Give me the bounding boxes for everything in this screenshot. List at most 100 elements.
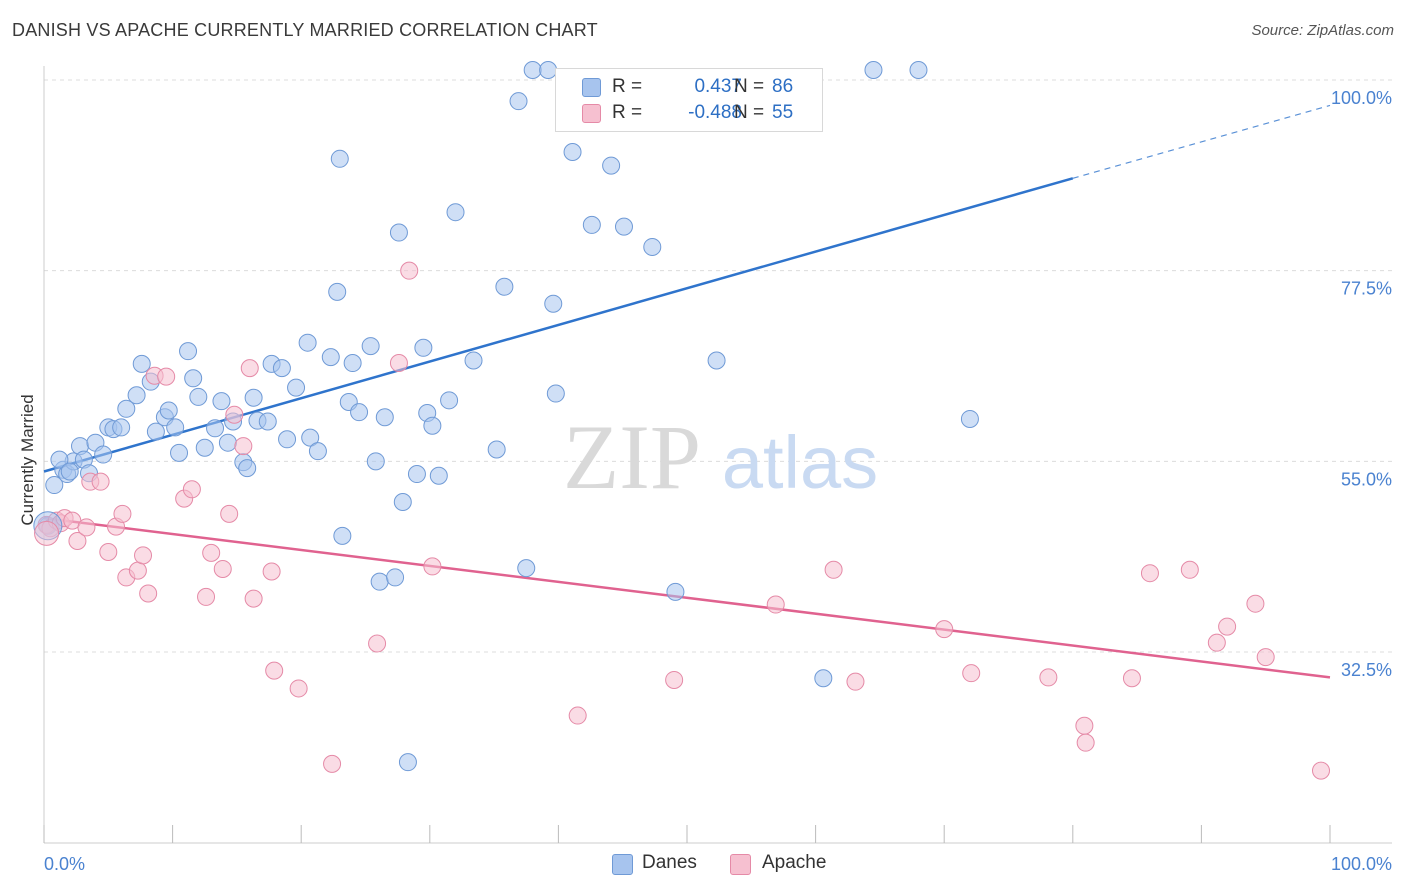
danes-point (298, 333, 317, 352)
apache-point (220, 504, 239, 523)
apache-trend-line (43, 516, 1331, 679)
apache-point (34, 520, 60, 546)
danes-point (509, 92, 528, 111)
apache-point (182, 480, 201, 499)
apache-point (128, 561, 147, 580)
apache-point (1039, 668, 1058, 687)
danes-point (464, 351, 483, 370)
danes-point (146, 422, 165, 441)
danes-point (563, 143, 582, 162)
danes-trend-line (43, 177, 1074, 473)
apache-point (766, 595, 785, 614)
danes-point (614, 217, 633, 236)
danes-point (523, 61, 542, 79)
danes-point (909, 61, 928, 79)
legend-label-danes: Danes (642, 852, 697, 873)
danes-point (244, 388, 263, 407)
apache-point (139, 584, 158, 603)
watermark-atlas: atlas (722, 421, 878, 504)
danes-point (370, 572, 389, 591)
apache-point (244, 589, 263, 608)
danes-point (170, 443, 189, 462)
danes-point (127, 386, 146, 405)
danes-point (707, 351, 726, 370)
danes-point (333, 526, 352, 545)
chart-title: DANISH VS APACHE CURRENTLY MARRIED CORRE… (12, 20, 598, 40)
apache-point (1122, 669, 1141, 688)
danes-point (132, 354, 151, 373)
apache-point (665, 670, 684, 689)
legend-swatch-danes (582, 78, 601, 97)
apache-point (265, 661, 284, 680)
danes-point (407, 465, 426, 484)
apache-point (824, 560, 843, 579)
danes-point (361, 337, 380, 356)
danes-point (386, 568, 405, 587)
y-tick-label: 77.5% (1341, 279, 1392, 299)
apache-point (134, 546, 153, 565)
apache-point (323, 754, 342, 773)
danes-point (308, 442, 327, 461)
danes-point (864, 61, 883, 79)
x-tick-label: 0.0% (44, 854, 85, 874)
danes-point (166, 418, 185, 437)
apache-point (91, 472, 110, 491)
apache-point (568, 706, 587, 725)
danes-point (602, 156, 621, 175)
danes-point (487, 440, 506, 459)
apache-point (113, 504, 132, 523)
legend-r-label: R = (612, 102, 643, 123)
legend-n-label: N = (734, 76, 765, 97)
apache-point (1140, 564, 1159, 583)
apache-point (1075, 716, 1094, 735)
apache-point (157, 367, 176, 386)
danes-point (389, 223, 408, 242)
apache-point (1180, 560, 1199, 579)
danes-point (544, 294, 563, 313)
danes-point (117, 399, 136, 418)
legend-swatch-apache (730, 854, 751, 875)
apache-point (423, 557, 442, 576)
danes-point (414, 338, 433, 357)
danes-point (375, 408, 394, 427)
danes-point (179, 342, 198, 361)
danes-point (278, 430, 297, 449)
danes-trend-extension (1072, 104, 1331, 179)
tick-labels: 32.5% 55.0% 77.5% 100.0% 0.0% 100.0% (44, 88, 1392, 874)
danes-point (60, 462, 79, 481)
x-tick-label: 100.0% (1331, 854, 1392, 874)
danes-point (94, 445, 113, 464)
danes-point (301, 428, 320, 447)
apache-point (240, 359, 259, 378)
watermark-zip: ZIP (563, 406, 701, 508)
danes-point (446, 203, 465, 222)
data-points (33, 61, 1330, 780)
danes-point (238, 459, 257, 478)
apache-point (1076, 733, 1095, 752)
apache-point (197, 587, 216, 606)
danes-point (398, 753, 417, 772)
trend-lines (43, 104, 1331, 679)
y-tick-label: 32.5% (1341, 660, 1392, 680)
danes-point (112, 418, 131, 437)
legend-r-label: R = (612, 76, 643, 97)
danes-point (206, 419, 225, 438)
danes-point (495, 277, 514, 296)
apache-point (1218, 617, 1237, 636)
danes-point (328, 282, 347, 301)
apache-point (935, 620, 954, 639)
stats-legend: R = 0.437 N = 86 R = -0.488 N = 55 (555, 68, 823, 132)
apache-point (389, 354, 408, 373)
danes-point (546, 384, 565, 403)
danes-point (666, 582, 685, 601)
apache-point (202, 543, 221, 562)
apache-point (68, 531, 87, 550)
legend-n-value: 55 (772, 102, 794, 123)
apache-point (962, 664, 981, 683)
danes-point (189, 387, 208, 406)
danes-point (350, 403, 369, 422)
danes-point (517, 559, 536, 578)
danes-point (195, 438, 214, 457)
apache-point (1311, 761, 1330, 780)
